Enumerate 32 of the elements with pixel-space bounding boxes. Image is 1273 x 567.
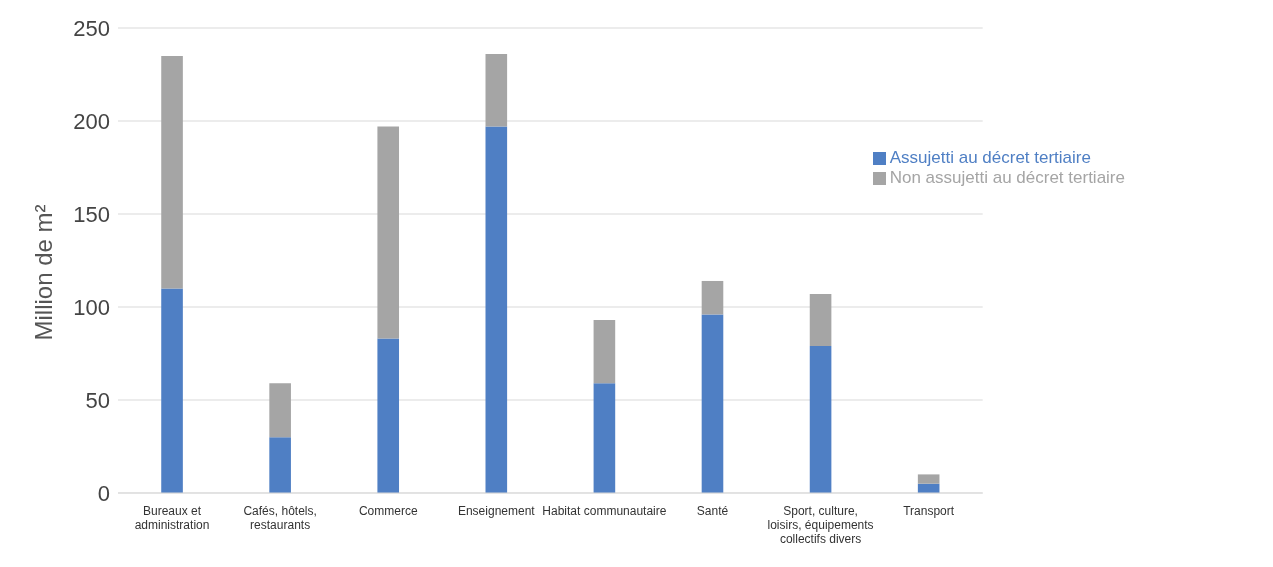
y-tick-label: 150 <box>73 201 110 227</box>
bar <box>161 55 183 289</box>
y-tick-label: 200 <box>73 108 110 134</box>
x-tick-label: Bureaux et administration <box>134 504 210 532</box>
y-tick-label: 50 <box>85 387 110 413</box>
bar <box>701 314 724 493</box>
y-tick-label: 0 <box>97 480 110 506</box>
x-tick-label: Transport <box>903 504 955 518</box>
legend-label: Assujetti au décret tertiaire <box>889 148 1091 167</box>
y-tick-label: 100 <box>73 294 110 320</box>
x-tick-label: Habitat communautaire <box>542 504 667 518</box>
legend-label: Non assujetti au décret tertiaire <box>889 168 1125 187</box>
bar <box>809 293 832 347</box>
bar <box>485 54 508 127</box>
bar <box>269 437 291 493</box>
x-tick-label: Commerce <box>358 504 418 518</box>
bar <box>269 383 291 438</box>
bar <box>593 320 616 384</box>
y-axis-title: Million de m² <box>29 204 57 341</box>
bar <box>809 346 832 493</box>
bar <box>377 338 400 493</box>
x-tick-label: Enseignement <box>457 504 536 518</box>
bar <box>701 280 724 315</box>
bar <box>377 126 400 339</box>
x-tick-label: Sport, culture, loisirs, équipements collectifs divers <box>767 504 874 546</box>
bar <box>593 383 616 493</box>
bar <box>917 474 940 484</box>
y-tick-label: 250 <box>73 15 110 41</box>
bar <box>485 126 508 493</box>
x-tick-label: Santé <box>696 504 729 518</box>
bar <box>161 288 183 493</box>
x-tick-label: Cafés, hôtels, restaurants <box>243 504 317 532</box>
